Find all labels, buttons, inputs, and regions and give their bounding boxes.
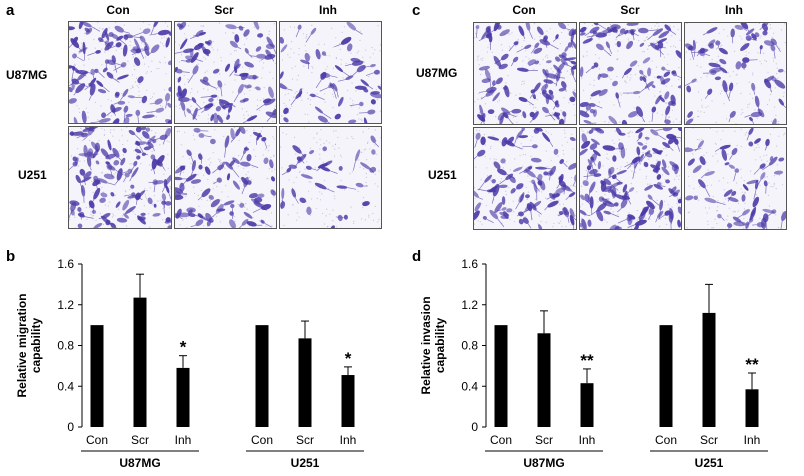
micrograph-c-u87mg-inh bbox=[684, 22, 787, 125]
y-axis-label: Relative migrationcapability bbox=[15, 293, 43, 397]
y-tick-label: 1.6 bbox=[57, 257, 74, 271]
y-tick-label: 0.4 bbox=[57, 379, 74, 393]
group-label: U251 bbox=[695, 456, 724, 470]
micrograph-c-u87mg-scr bbox=[579, 22, 682, 125]
x-tick-label: Scr bbox=[535, 433, 553, 447]
bar bbox=[745, 389, 759, 427]
bar bbox=[341, 375, 355, 427]
panel-letter-c: c bbox=[412, 2, 421, 19]
panel-c-col-label-scr: Scr bbox=[620, 3, 640, 17]
chart-migration: Relative migrationcapability 0 0.4 0.8 1.2 1.… bbox=[15, 257, 364, 470]
bar bbox=[298, 338, 312, 427]
bar bbox=[176, 367, 190, 427]
y-tick-label: 0.8 bbox=[57, 339, 74, 353]
panel-letter-a: a bbox=[6, 2, 15, 19]
micrograph-a-u87mg-con bbox=[68, 21, 172, 124]
x-tick-label: Inh bbox=[744, 433, 761, 447]
significance-marker: ** bbox=[580, 351, 594, 370]
micrograph-c-u87mg-con bbox=[473, 22, 577, 125]
group-label: U87MG bbox=[523, 456, 564, 470]
x-tick-label: Con bbox=[490, 433, 512, 447]
micrograph-c-u251-scr bbox=[579, 127, 682, 230]
panel-letter-d: d bbox=[412, 248, 422, 265]
y-axis-label-line1: Relative migration bbox=[15, 293, 29, 397]
micrograph-a-u251-inh bbox=[279, 126, 382, 229]
panel-a-row-label-u87mg: U87MG bbox=[6, 68, 48, 82]
group-label: U87MG bbox=[119, 456, 160, 470]
x-tick-label: Inh bbox=[579, 433, 596, 447]
x-tick-label: Con bbox=[655, 433, 677, 447]
bar bbox=[90, 325, 104, 427]
x-tick-label: Scr bbox=[131, 433, 149, 447]
x-tick-label: Scr bbox=[700, 433, 718, 447]
y-tick-label: 0.4 bbox=[461, 379, 478, 393]
bar bbox=[255, 325, 269, 427]
panel-c-col-label-inh: Inh bbox=[725, 3, 743, 17]
bar bbox=[537, 333, 551, 427]
panel-a-col-label-inh: Inh bbox=[319, 3, 337, 17]
micrograph-a-u251-con bbox=[68, 126, 172, 229]
y-tick-label: 1.6 bbox=[461, 257, 478, 271]
y-axis-label-line1: Relative invasion bbox=[419, 296, 433, 394]
x-tick-label: Con bbox=[251, 433, 273, 447]
y-tick-label: 0 bbox=[471, 420, 478, 434]
chart-invasion: Relative invasioncapability 0 0.4 0.8 1.2 1.6… bbox=[419, 257, 768, 470]
x-tick-label: Con bbox=[86, 433, 108, 447]
micrograph-a-u87mg-inh bbox=[279, 21, 382, 124]
panel-a-row-label-u251: U251 bbox=[18, 168, 47, 182]
y-axis-label-line2: capability bbox=[433, 318, 447, 374]
x-tick-label: Scr bbox=[296, 433, 314, 447]
panel-c-col-label-con: Con bbox=[512, 3, 536, 17]
significance-marker: * bbox=[345, 349, 352, 368]
significance-marker: ** bbox=[745, 355, 759, 374]
bar bbox=[494, 325, 508, 427]
y-tick-label: 1.2 bbox=[57, 298, 74, 312]
group-label: U251 bbox=[291, 456, 320, 470]
micrograph-c-u251-con bbox=[473, 127, 577, 230]
bar bbox=[702, 312, 716, 427]
panel-c-row-label-u87mg: U87MG bbox=[416, 66, 458, 80]
panel-a-col-label-scr: Scr bbox=[214, 3, 234, 17]
y-tick-label: 0.8 bbox=[461, 339, 478, 353]
micrograph-a-u87mg-scr bbox=[174, 21, 277, 124]
y-axis-label: Relative invasioncapability bbox=[419, 296, 447, 394]
y-axis-label-line2: capability bbox=[29, 318, 43, 374]
bar bbox=[580, 383, 594, 427]
significance-marker: * bbox=[180, 338, 187, 357]
micrograph-c-u251-inh bbox=[684, 127, 787, 230]
y-tick-label: 0 bbox=[67, 420, 74, 434]
panel-a-col-label-con: Con bbox=[106, 3, 130, 17]
micrograph-a-u251-scr bbox=[174, 126, 277, 229]
x-tick-label: Inh bbox=[340, 433, 357, 447]
bar bbox=[133, 297, 147, 427]
bar bbox=[659, 325, 673, 427]
panel-letter-b: b bbox=[6, 248, 16, 265]
y-tick-label: 1.2 bbox=[461, 298, 478, 312]
panel-c-row-label-u251: U251 bbox=[428, 168, 457, 182]
x-tick-label: Inh bbox=[175, 433, 192, 447]
